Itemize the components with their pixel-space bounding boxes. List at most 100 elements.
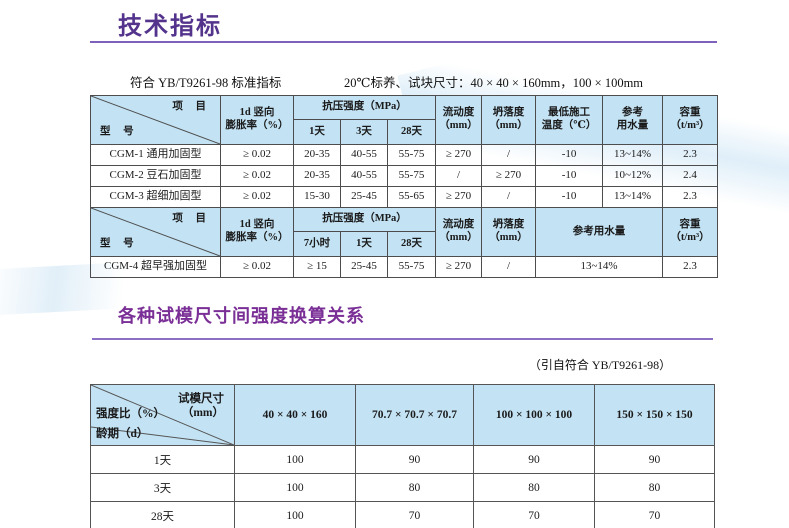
cell: 40-55 [340,165,388,187]
table-row: CGM-1 通用加固型 ≥ 0.02 20-35 40-55 55-75 ≥ 2… [90,144,719,166]
cell: 25-45 [340,186,388,208]
cell: CGM-2 豆石加固型 [90,165,221,187]
table-header-row: 试模尺寸 （mm） 强度比（%） 龄期（d） 40 × 40 × 160 70.… [90,384,715,446]
corner-header-cell: 项 目 型 号 [90,207,221,257]
column-header-expansion: 1d 竖向 膨胀率（%） [220,95,294,145]
column-header-slump: 坍落度 （mm） [481,95,537,145]
cell: 25-45 [340,256,388,278]
corner-label-mm: （mm） [181,407,224,419]
cell: 15-30 [293,186,341,208]
cell: ≥ 0.02 [220,165,294,187]
cell: 20-35 [293,165,341,187]
cell: 13~14% [602,186,664,208]
diagonal-divider [91,96,220,144]
row-header-age: 3天 [90,473,235,502]
corner-label-item: 项 目 [172,213,211,224]
diagonal-divider [91,208,220,256]
column-header-min-temp: 最低施工 温度（℃） [535,95,604,145]
header-line: 容重 [679,107,701,119]
cell: ≥ 0.02 [220,256,294,278]
cell: / [481,256,537,278]
table-row: CGM-4 超早强加固型 ≥ 0.02 ≥ 15 25-45 55-75 ≥ 2… [90,256,719,278]
table-row: CGM-3 超细加固型 ≥ 0.02 15-30 25-45 55-65 ≥ 2… [90,186,719,208]
cell: / [481,186,537,208]
cell: 100 [234,501,356,528]
column-header-expansion: 1d 竖向 膨胀率（%） [220,207,294,257]
cell: / [435,165,483,187]
cell: 40-55 [340,144,388,166]
header-line: （mm） [439,120,478,131]
spec-table: 项 目 型 号 1d 竖向 膨胀率（%） 抗压强度（MPa） 流动度 （mm） … [90,95,719,278]
cell: -10 [535,165,604,187]
curing-note: 20℃标养、试块尺寸：40 × 40 × 160mm，100 × 100mm [344,76,644,90]
table-source-caption: （引自符合 YB/T9261-98） [528,358,672,372]
corner-label-model: 型 号 [100,126,139,138]
cell: 2.3 [662,144,719,166]
cell: 100 [234,445,356,474]
header-line: （mm） [489,120,528,131]
cell: 2.3 [662,186,719,208]
cell: -10 [535,186,604,208]
column-header-water-merged: 参考用水量 [535,207,664,257]
section-underline [92,338,713,340]
subheader-1d: 1天 [340,231,388,257]
cell: 2.4 [662,165,719,187]
header-line: 坍落度 [492,219,525,231]
corner-header-cell: 项 目 型 号 [90,95,221,145]
cell: 80 [473,473,595,502]
header-line: （mm） [489,232,528,243]
table-subheader-row-2: 7小时 1天 28天 [91,231,718,257]
cell: ≥ 0.02 [220,144,294,166]
cell: -10 [535,144,604,166]
column-header-flow: 流动度 （mm） [435,207,483,257]
subheader-28d: 28天 [386,231,437,257]
header-line: 1d 竖向 [239,107,275,119]
subheader-3d: 3天 [340,119,388,145]
cell: 55-75 [386,144,437,166]
cell: 80 [594,473,715,502]
column-header-slump: 坍落度 （mm） [481,207,537,257]
cell: 55-75 [386,165,437,187]
row-header-age: 1天 [90,445,235,474]
subheader-1d: 1天 [293,119,341,145]
cell: 90 [594,445,715,474]
cell: 55-75 [386,256,437,278]
cell: CGM-4 超早强加固型 [90,256,221,278]
table-row: 1天 100 90 90 90 [90,445,715,474]
cell: 100 [234,473,356,502]
subheader-7h: 7小时 [293,231,341,257]
corner-header-cell: 试模尺寸 （mm） 强度比（%） 龄期（d） [90,384,235,446]
cell: 13~14% [602,144,664,166]
cell: ≥ 270 [435,144,483,166]
table-row: CGM-2 豆石加固型 ≥ 0.02 20-35 40-55 55-75 / ≥… [90,165,719,187]
column-header-size-150: 150 × 150 × 150 [594,384,715,446]
header-line: 用水量 [616,120,649,131]
column-header-flow: 流动度 （mm） [435,95,483,145]
cell: CGM-1 通用加固型 [90,144,221,166]
column-group-strength: 抗压强度（MPa） [292,95,437,120]
page-title: 技术指标 [118,13,222,40]
cell: 90 [355,445,474,474]
table-row: 3天 100 80 80 80 [90,473,715,502]
header-line: 流动度 [442,107,475,119]
column-group-strength: 抗压强度（MPa） [292,207,437,232]
section-title-conversion: 各种试模尺寸间强度换算关系 [118,306,365,326]
corner-label-ratio: 强度比（%） [96,408,165,420]
header-line: （mm） [439,232,478,243]
header-line: （t/m³） [670,232,710,243]
cell: 80 [355,473,474,502]
column-header-water: 参考 用水量 [602,95,664,145]
cell: ≥ 270 [435,186,483,208]
cell: 70 [355,501,474,528]
header-line: 参考 [622,107,644,119]
cell: 70 [473,501,595,528]
corner-label-mold-size: 试模尺寸 [178,393,224,405]
cell: ≥ 15 [293,256,341,278]
header-line: 流动度 [442,219,475,231]
cell: CGM-3 超细加固型 [90,186,221,208]
table-header-row: 项 目 型 号 1d 竖向 膨胀率（%） 抗压强度（MPa） 流动度 （mm） … [90,95,719,145]
column-header-size-100: 100 × 100 × 100 [473,384,595,446]
table-header-row-2: 项 目 型 号 1d 竖向 膨胀率（%） 抗压强度（MPa） 流动度 （mm） … [90,207,719,257]
table-row: 28天 100 70 70 70 [90,501,715,528]
